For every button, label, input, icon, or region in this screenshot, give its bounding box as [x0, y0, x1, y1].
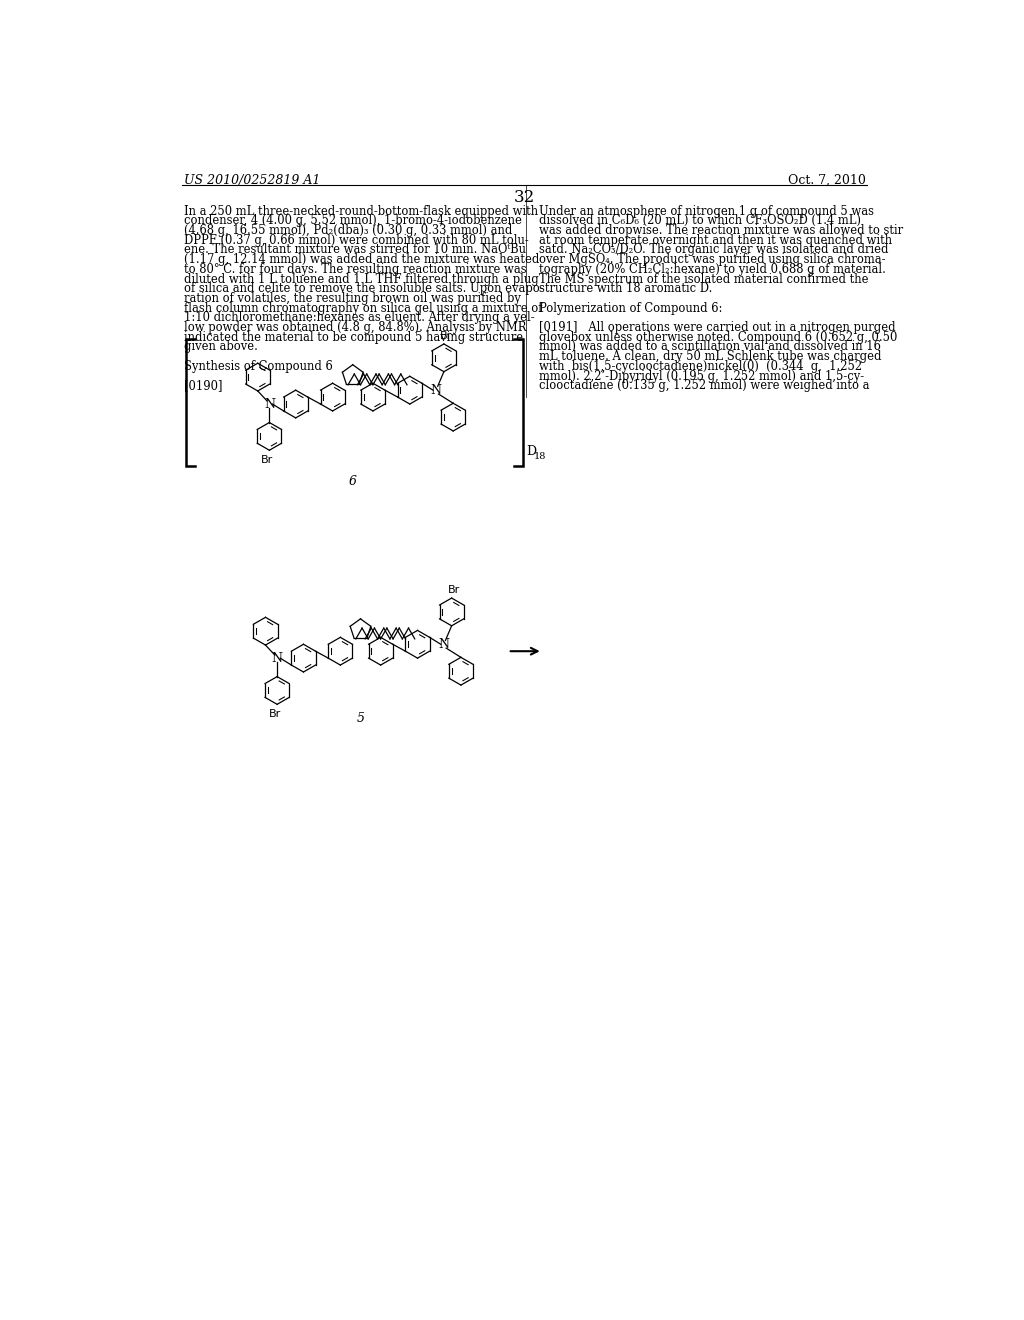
Text: to 80° C. for four days. The resulting reaction mixture was: to 80° C. for four days. The resulting r…: [183, 263, 526, 276]
Text: US 2010/0252819 A1: US 2010/0252819 A1: [183, 174, 321, 187]
Text: flash column chromatography on silica gel using a mixture of: flash column chromatography on silica ge…: [183, 302, 543, 314]
Text: 6: 6: [349, 475, 356, 488]
Text: 32: 32: [514, 189, 536, 206]
Text: Polymerization of Compound 6:: Polymerization of Compound 6:: [539, 302, 722, 314]
Text: 18: 18: [534, 451, 546, 461]
Text: D: D: [526, 445, 537, 458]
Text: diluted with 1 L toluene and 1 L THF filtered through a plug: diluted with 1 L toluene and 1 L THF fil…: [183, 272, 539, 285]
Text: mmol). 2,2’-Dipyridyl (0.195 g, 1.252 mmol) and 1,5-cy-: mmol). 2,2’-Dipyridyl (0.195 g, 1.252 mm…: [539, 370, 864, 383]
Text: indicated the material to be compound 5 having structure: indicated the material to be compound 5 …: [183, 331, 523, 343]
Text: Synthesis of Compound 6: Synthesis of Compound 6: [183, 360, 333, 372]
Text: ration of volatiles, the resulting brown oil was purified by: ration of volatiles, the resulting brown…: [183, 292, 520, 305]
Text: ene. The resultant mixture was stirred for 10 min. NaOᵗBu: ene. The resultant mixture was stirred f…: [183, 243, 525, 256]
Text: low powder was obtained (4.8 g, 84.8%). Analysis by NMR: low powder was obtained (4.8 g, 84.8%). …: [183, 321, 526, 334]
Text: 1:10 dichloromethane:hexanes as eluent. After drying a yel-: 1:10 dichloromethane:hexanes as eluent. …: [183, 312, 535, 325]
Text: mL toluene. A clean, dry 50 mL Schlenk tube was charged: mL toluene. A clean, dry 50 mL Schlenk t…: [539, 350, 882, 363]
Text: at room temperate overnight and then it was quenched with: at room temperate overnight and then it …: [539, 234, 892, 247]
Text: Br: Br: [261, 455, 273, 465]
Text: The MS spectrum of the isolated material confirmed the: The MS spectrum of the isolated material…: [539, 272, 868, 285]
Text: Br: Br: [440, 331, 453, 341]
Text: N: N: [438, 638, 450, 651]
Text: dissolved in C₆D₆ (20 mL) to which CF₃OSO₂D (1.4 mL): dissolved in C₆D₆ (20 mL) to which CF₃OS…: [539, 214, 861, 227]
Text: mmol) was added to a scintillation vial and dissolved in 16: mmol) was added to a scintillation vial …: [539, 341, 881, 354]
Text: Br: Br: [447, 585, 460, 595]
Text: [0191]   All operations were carried out in a nitrogen purged: [0191] All operations were carried out i…: [539, 321, 895, 334]
Text: DPPF (0.37 g, 0.66 mmol) were combined with 80 mL tolu-: DPPF (0.37 g, 0.66 mmol) were combined w…: [183, 234, 528, 247]
Text: N: N: [264, 397, 274, 411]
Text: given above.: given above.: [183, 341, 258, 354]
Text: [0190]: [0190]: [183, 379, 222, 392]
Text: with  bis(1,5-cyclooctadiene)nickel(0)  (0.344  g,  1.252: with bis(1,5-cyclooctadiene)nickel(0) (0…: [539, 360, 862, 372]
Text: 5: 5: [356, 711, 365, 725]
Text: (4.68 g, 16.55 mmol), Pd₂(dba)₃ (0.30 g, 0.33 mmol) and: (4.68 g, 16.55 mmol), Pd₂(dba)₃ (0.30 g,…: [183, 224, 512, 238]
Text: N: N: [431, 384, 441, 397]
Text: of silica and celite to remove the insoluble salts. Upon evapo-: of silica and celite to remove the insol…: [183, 282, 544, 296]
Text: glovebox unless otherwise noted. Compound 6 (0.652 g, 0.50: glovebox unless otherwise noted. Compoun…: [539, 331, 897, 343]
Text: condenser, 4 (4.00 g, 5.52 mmol), 1-bromo-4-iodobenzene: condenser, 4 (4.00 g, 5.52 mmol), 1-brom…: [183, 214, 521, 227]
Text: Br: Br: [268, 709, 281, 719]
Text: Oct. 7, 2010: Oct. 7, 2010: [787, 174, 866, 187]
Text: N: N: [271, 652, 283, 665]
Text: (1.17 g, 12.14 mmol) was added and the mixture was heated: (1.17 g, 12.14 mmol) was added and the m…: [183, 253, 540, 267]
Text: was added dropwise. The reaction mixture was allowed to stir: was added dropwise. The reaction mixture…: [539, 224, 903, 238]
Text: Under an atmosphere of nitrogen 1 g of compound 5 was: Under an atmosphere of nitrogen 1 g of c…: [539, 205, 873, 218]
Text: structure with 18 aromatic D.: structure with 18 aromatic D.: [539, 282, 712, 296]
Text: In a 250 mL three-necked-round-bottom-flask equipped with: In a 250 mL three-necked-round-bottom-fl…: [183, 205, 538, 218]
Text: satd. Na₂CO₃/D₂O. The organic layer was isolated and dried: satd. Na₂CO₃/D₂O. The organic layer was …: [539, 243, 888, 256]
Text: over MgSO₄. The product was purified using silica chroma-: over MgSO₄. The product was purified usi…: [539, 253, 886, 267]
Text: clooctadiene (0.135 g, 1.252 mmol) were weighed into a: clooctadiene (0.135 g, 1.252 mmol) were …: [539, 379, 869, 392]
Text: tography (20% CH₂Cl₂:hexane) to yield 0.688 g of material.: tography (20% CH₂Cl₂:hexane) to yield 0.…: [539, 263, 886, 276]
